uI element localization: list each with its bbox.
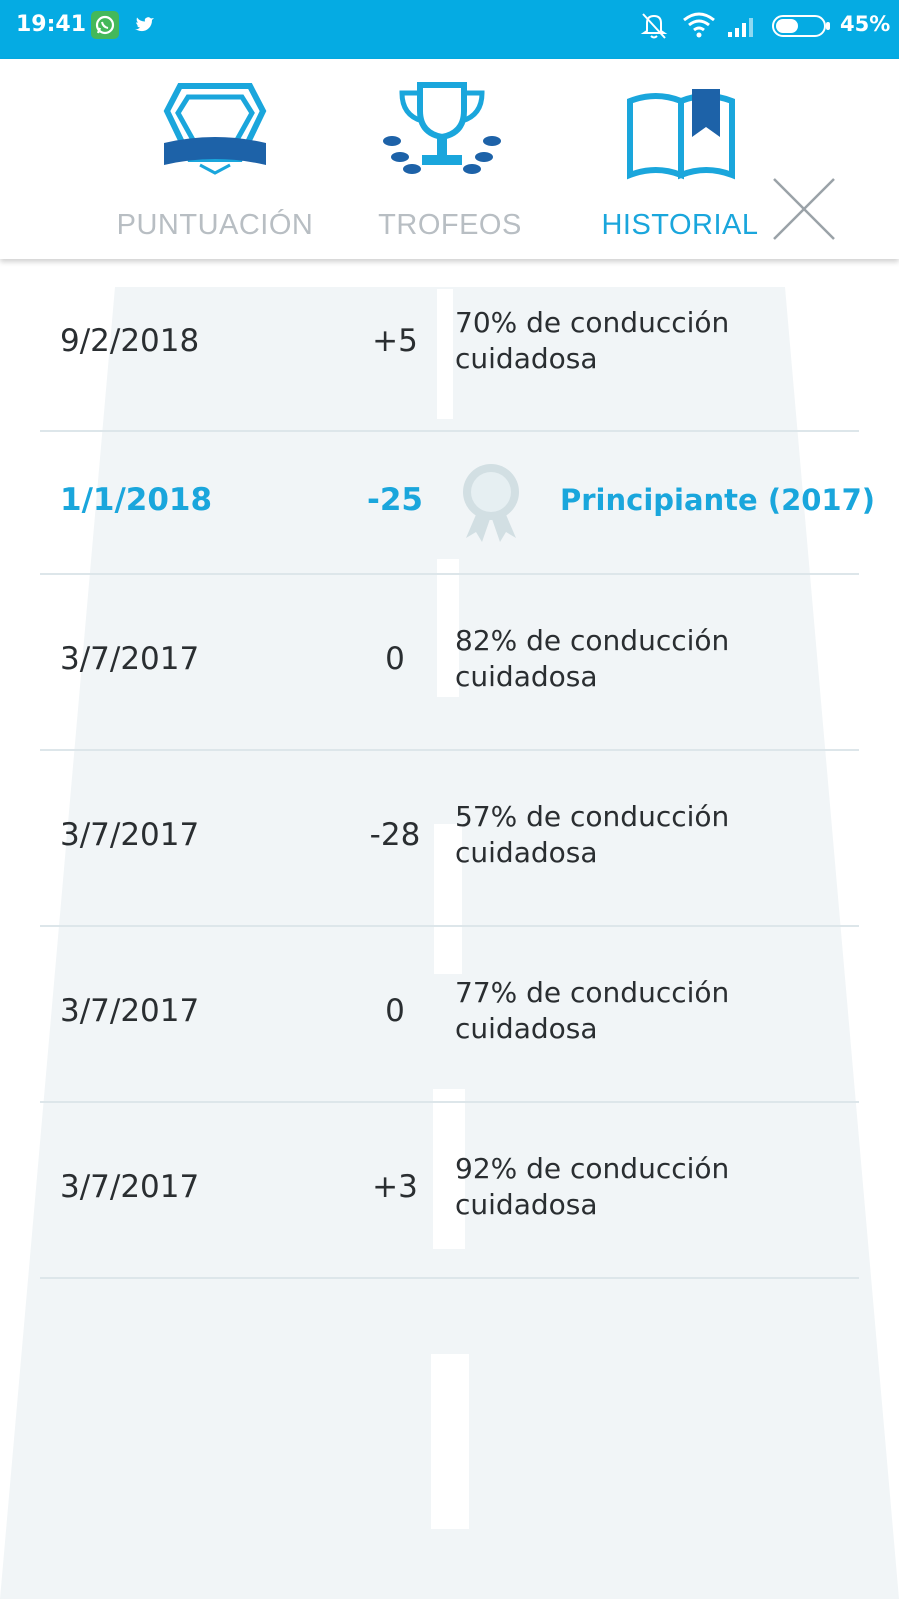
row-description: 57% de conducción cuidadosa	[455, 800, 730, 869]
book-icon	[626, 81, 736, 185]
tab-history[interactable]: HISTORIAL	[590, 59, 770, 259]
history-list[interactable]: 9/2/2018 +5 70% de conducción cuidadosa …	[0, 259, 899, 1599]
row-points: +3	[372, 1169, 418, 1205]
medal-icon	[463, 464, 519, 542]
tab-label: PUNTUACIÓN	[116, 209, 314, 241]
row-description: 70% de conducción cuidadosa	[455, 306, 730, 375]
row-date: 3/7/2017	[60, 641, 200, 677]
close-icon	[773, 178, 835, 240]
row-date: 1/1/2018	[60, 482, 213, 518]
tab-label: HISTORIAL	[601, 209, 759, 241]
battery-percent: 45%	[840, 12, 891, 36]
row-points: -25	[366, 482, 423, 518]
row-description: 92% de conducción cuidadosa	[455, 1152, 730, 1221]
row-date: 9/2/2018	[60, 323, 200, 359]
whatsapp-icon	[91, 11, 119, 39]
history-row[interactable]: 3/7/2017 -28 57% de conducción cuidadosa	[40, 751, 859, 927]
row-date: 3/7/2017	[60, 993, 200, 1029]
row-date: 3/7/2017	[60, 1169, 200, 1205]
tab-label: TROFEOS	[378, 209, 522, 241]
row-description: 82% de conducción cuidadosa	[455, 624, 730, 693]
tab-trophies[interactable]: TROFEOS	[360, 59, 540, 259]
row-date: 3/7/2017	[60, 817, 200, 853]
twitter-icon	[132, 11, 160, 39]
tab-score[interactable]: PUNTUACIÓN	[110, 59, 320, 259]
history-row-award[interactable]: 1/1/2018 -25 Principiante (2017)	[40, 432, 875, 575]
clock: 19:41	[16, 12, 87, 37]
row-points: -28	[369, 817, 421, 853]
signal-icon	[726, 12, 760, 40]
history-row[interactable]: 9/2/2018 +5 70% de conducción cuidadosa	[40, 259, 859, 432]
wifi-icon	[682, 10, 716, 40]
history-row[interactable]: 3/7/2017 0 77% de conducción cuidadosa	[40, 927, 859, 1103]
bell-off-icon	[640, 10, 668, 40]
status-bar: 19:41 45%	[0, 0, 899, 59]
tab-header: PUNTUACIÓN TROFEOS	[0, 59, 899, 259]
history-row[interactable]: 3/7/2017 0 82% de conducción cuidadosa	[40, 575, 859, 751]
row-description: Principiante (2017)	[560, 483, 876, 517]
row-points: +5	[372, 323, 418, 359]
history-row[interactable]: 3/7/2017 +3 92% de conducción cuidadosa	[40, 1103, 859, 1279]
shield-badge-icon	[160, 81, 270, 185]
row-description: 77% de conducción cuidadosa	[455, 976, 730, 1045]
row-points: 0	[385, 641, 405, 677]
road-background	[0, 287, 899, 1599]
battery-icon	[772, 14, 832, 38]
row-points: 0	[385, 993, 405, 1029]
trophy-icon	[380, 81, 504, 185]
close-button[interactable]	[772, 177, 836, 241]
